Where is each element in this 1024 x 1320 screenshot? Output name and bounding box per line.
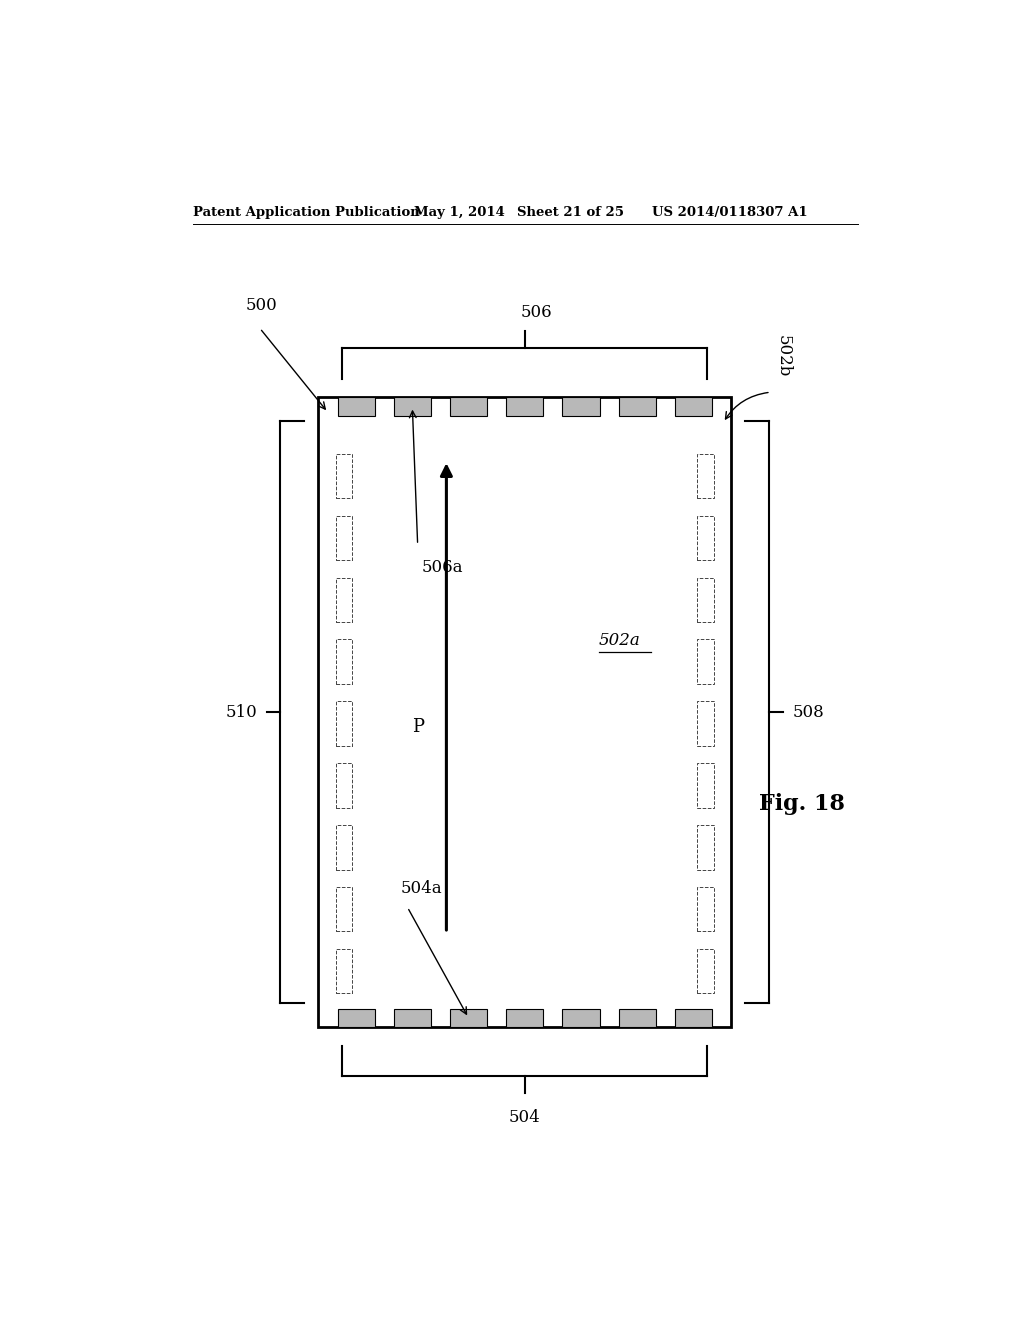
Bar — [338, 1008, 375, 1027]
Text: 504: 504 — [509, 1109, 541, 1126]
Text: 500: 500 — [246, 297, 278, 314]
Bar — [675, 1008, 712, 1027]
Bar — [697, 639, 714, 684]
Bar — [697, 949, 714, 993]
Bar — [562, 1008, 600, 1027]
Text: US 2014/0118307 A1: US 2014/0118307 A1 — [652, 206, 807, 219]
Bar — [318, 397, 731, 1027]
Bar — [618, 1008, 655, 1027]
Bar — [675, 397, 712, 416]
Bar — [450, 1008, 487, 1027]
Text: Sheet 21 of 25: Sheet 21 of 25 — [517, 206, 624, 219]
Text: 502b: 502b — [775, 335, 792, 378]
Bar — [336, 454, 352, 499]
Text: 504a: 504a — [401, 880, 442, 898]
Text: 508: 508 — [793, 704, 824, 721]
Bar — [336, 516, 352, 560]
Bar — [336, 578, 352, 622]
Bar — [336, 949, 352, 993]
Bar — [697, 825, 714, 870]
Bar — [336, 701, 352, 746]
Text: P: P — [413, 718, 424, 737]
Text: 510: 510 — [225, 704, 257, 721]
Bar — [697, 701, 714, 746]
Bar — [336, 639, 352, 684]
Text: 506: 506 — [521, 304, 553, 321]
Bar — [394, 1008, 431, 1027]
Bar — [506, 1008, 544, 1027]
Text: Fig. 18: Fig. 18 — [759, 793, 845, 814]
Bar — [338, 397, 375, 416]
Bar — [506, 397, 544, 416]
Bar — [697, 516, 714, 560]
Bar — [450, 397, 487, 416]
Bar — [697, 887, 714, 932]
Bar — [697, 578, 714, 622]
Bar — [394, 397, 431, 416]
Bar — [336, 825, 352, 870]
Bar — [618, 397, 655, 416]
Text: Patent Application Publication: Patent Application Publication — [194, 206, 420, 219]
Text: 506a: 506a — [422, 558, 463, 576]
Text: May 1, 2014: May 1, 2014 — [414, 206, 505, 219]
Bar — [697, 763, 714, 808]
Bar — [336, 887, 352, 932]
Text: 502a: 502a — [599, 632, 641, 649]
Bar — [336, 763, 352, 808]
Bar — [562, 397, 600, 416]
Bar — [697, 454, 714, 499]
